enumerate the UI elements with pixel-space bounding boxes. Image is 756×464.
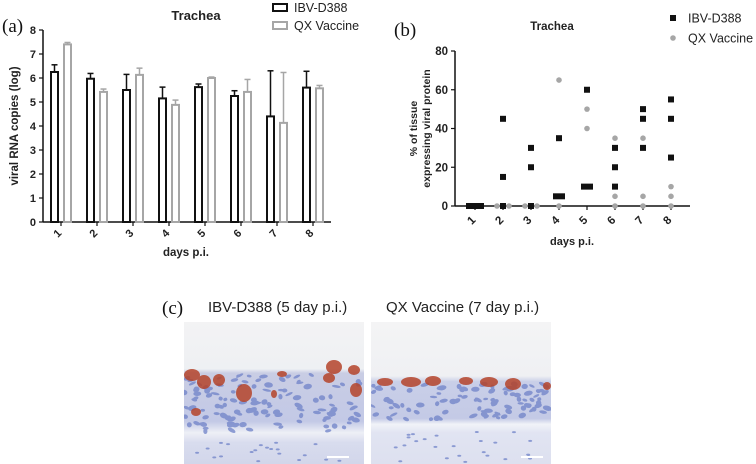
panel-label-a: (a): [2, 16, 24, 37]
panel-label-b: (b): [394, 20, 417, 41]
svg-text:4: 4: [549, 214, 562, 227]
svg-text:3: 3: [123, 227, 136, 240]
bar-chart-viral-rna: Trachea 0 1 2 3 4 5 6 7 8 viral RNA copies (log) da…: [9, 1, 359, 259]
y-axis-label-line1: % of tissue: [408, 101, 420, 157]
svg-text:8: 8: [661, 214, 674, 227]
svg-text:1: 1: [30, 193, 36, 205]
scatter-chart-viral-protein: Trachea 0 20 40 60 80 % of tissue expressing vi…: [408, 12, 753, 249]
svg-text:6: 6: [30, 73, 36, 85]
svg-text:7: 7: [30, 49, 36, 61]
svg-text:5: 5: [195, 227, 208, 240]
micrograph-caption-qx: QX Vaccine (7 day p.i.): [386, 299, 540, 316]
svg-text:20: 20: [435, 162, 448, 174]
svg-text:7: 7: [633, 214, 646, 227]
legend-item: QX Vaccine: [688, 32, 753, 46]
legend-item: QX Vaccine: [294, 19, 359, 33]
svg-text:2: 2: [87, 227, 100, 240]
svg-text:0: 0: [442, 201, 448, 213]
chart-title: Trachea: [171, 8, 221, 23]
micrograph-caption-ibv: IBV-D388 (5 day p.i.): [208, 299, 348, 316]
svg-text:5: 5: [577, 214, 590, 227]
svg-text:4: 4: [30, 121, 37, 133]
micrograph-ibv-d388: [184, 322, 364, 464]
micrograph-qx-vaccine: [371, 322, 551, 464]
panel-label-c: (c): [162, 298, 184, 319]
svg-text:0: 0: [30, 217, 36, 229]
svg-text:2: 2: [30, 169, 36, 181]
legend-item: IBV-D388: [688, 12, 742, 26]
svg-text:1: 1: [465, 214, 478, 227]
svg-text:8: 8: [303, 227, 316, 240]
chart-title: Trachea: [530, 21, 574, 33]
svg-text:40: 40: [435, 124, 448, 136]
svg-text:1: 1: [51, 227, 64, 240]
y-axis-label: viral RNA copies (log): [9, 66, 21, 185]
x-axis-label: days p.i.: [163, 247, 209, 259]
svg-text:60: 60: [435, 85, 448, 97]
y-axis-label-line2: expressing viral protein: [421, 69, 433, 187]
svg-text:8: 8: [30, 25, 36, 37]
svg-text:6: 6: [231, 227, 244, 240]
svg-text:2: 2: [493, 214, 506, 227]
x-axis-label: days p.i.: [550, 236, 594, 248]
svg-text:80: 80: [435, 46, 448, 58]
svg-text:5: 5: [30, 97, 36, 109]
svg-text:3: 3: [521, 214, 534, 227]
svg-text:7: 7: [267, 227, 280, 240]
svg-text:3: 3: [30, 145, 36, 157]
svg-text:6: 6: [605, 214, 618, 227]
svg-text:4: 4: [159, 227, 172, 240]
legend-item: IBV-D388: [294, 1, 348, 15]
